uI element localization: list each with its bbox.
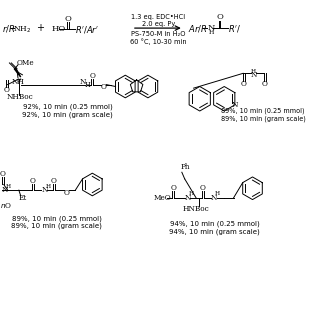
Text: NH: NH: [11, 78, 24, 86]
Text: Et: Et: [19, 194, 27, 202]
Text: 89%, 10 min (gram scale): 89%, 10 min (gram scale): [11, 223, 102, 229]
Text: H: H: [45, 184, 50, 189]
Text: O: O: [64, 15, 71, 23]
Text: N: N: [185, 194, 191, 202]
Text: N: N: [251, 71, 257, 79]
Text: OMe: OMe: [17, 59, 35, 67]
Text: N: N: [207, 24, 215, 32]
Text: 94%, 10 min (0.25 mmol): 94%, 10 min (0.25 mmol): [170, 221, 260, 227]
Text: O: O: [171, 184, 176, 192]
Text: N: N: [2, 186, 8, 194]
Text: $\mathit{R'/Ar'}$: $\mathit{R'/Ar'}$: [76, 24, 100, 35]
Text: N: N: [232, 101, 238, 109]
Text: NH$_2$: NH$_2$: [13, 25, 31, 35]
Text: H: H: [215, 191, 220, 196]
Text: MeO: MeO: [154, 194, 171, 202]
Text: 92%, 10 min (0.25 mmol): 92%, 10 min (0.25 mmol): [23, 104, 113, 110]
Text: $\mathit{R'/}$: $\mathit{R'/}$: [228, 23, 241, 34]
Text: $\mathit{n}$O: $\mathit{n}$O: [0, 201, 12, 210]
Text: O: O: [64, 189, 70, 197]
Text: H: H: [251, 69, 256, 74]
Text: Ph: Ph: [181, 163, 190, 171]
Text: H: H: [6, 184, 11, 189]
Text: O: O: [101, 84, 107, 92]
Polygon shape: [14, 68, 21, 77]
Text: H: H: [209, 30, 214, 35]
Text: NHBoc: NHBoc: [7, 93, 33, 101]
Text: O: O: [0, 170, 6, 178]
Text: N: N: [42, 186, 48, 194]
Text: 2.0 eq. Py: 2.0 eq. Py: [142, 21, 175, 27]
Text: +: +: [36, 23, 44, 33]
Text: $\mathit{Ar/R}$: $\mathit{Ar/R}$: [188, 23, 208, 34]
Text: HO: HO: [52, 25, 66, 33]
Text: N: N: [80, 78, 86, 86]
Text: O: O: [30, 177, 36, 185]
Text: 89%, 10 min (0.25 mmol): 89%, 10 min (0.25 mmol): [221, 108, 305, 114]
Text: O: O: [216, 13, 223, 21]
Text: 1.3 eq. EDC•HCl: 1.3 eq. EDC•HCl: [131, 14, 185, 20]
Text: 60 °C, 10-30 min: 60 °C, 10-30 min: [130, 38, 187, 45]
Text: 89%, 10 min (gram scale): 89%, 10 min (gram scale): [221, 115, 306, 122]
Text: O: O: [262, 80, 268, 88]
Text: HNBoc: HNBoc: [183, 205, 209, 213]
Text: H: H: [188, 191, 194, 196]
Text: 92%, 10 min (gram scale): 92%, 10 min (gram scale): [22, 112, 113, 118]
Text: H: H: [85, 81, 91, 89]
Text: $\mathit{r/R}$: $\mathit{r/R}$: [2, 23, 15, 34]
Text: 89%, 10 min (0.25 mmol): 89%, 10 min (0.25 mmol): [12, 215, 101, 222]
Text: O: O: [4, 86, 10, 94]
Text: O: O: [89, 72, 95, 80]
Text: 94%, 10 min (gram scale): 94%, 10 min (gram scale): [170, 228, 260, 235]
Text: O: O: [200, 184, 205, 192]
Text: N: N: [211, 194, 217, 202]
Text: O: O: [51, 177, 57, 185]
Text: O: O: [241, 80, 247, 88]
Text: PS-750-M in H₂O: PS-750-M in H₂O: [131, 31, 186, 37]
